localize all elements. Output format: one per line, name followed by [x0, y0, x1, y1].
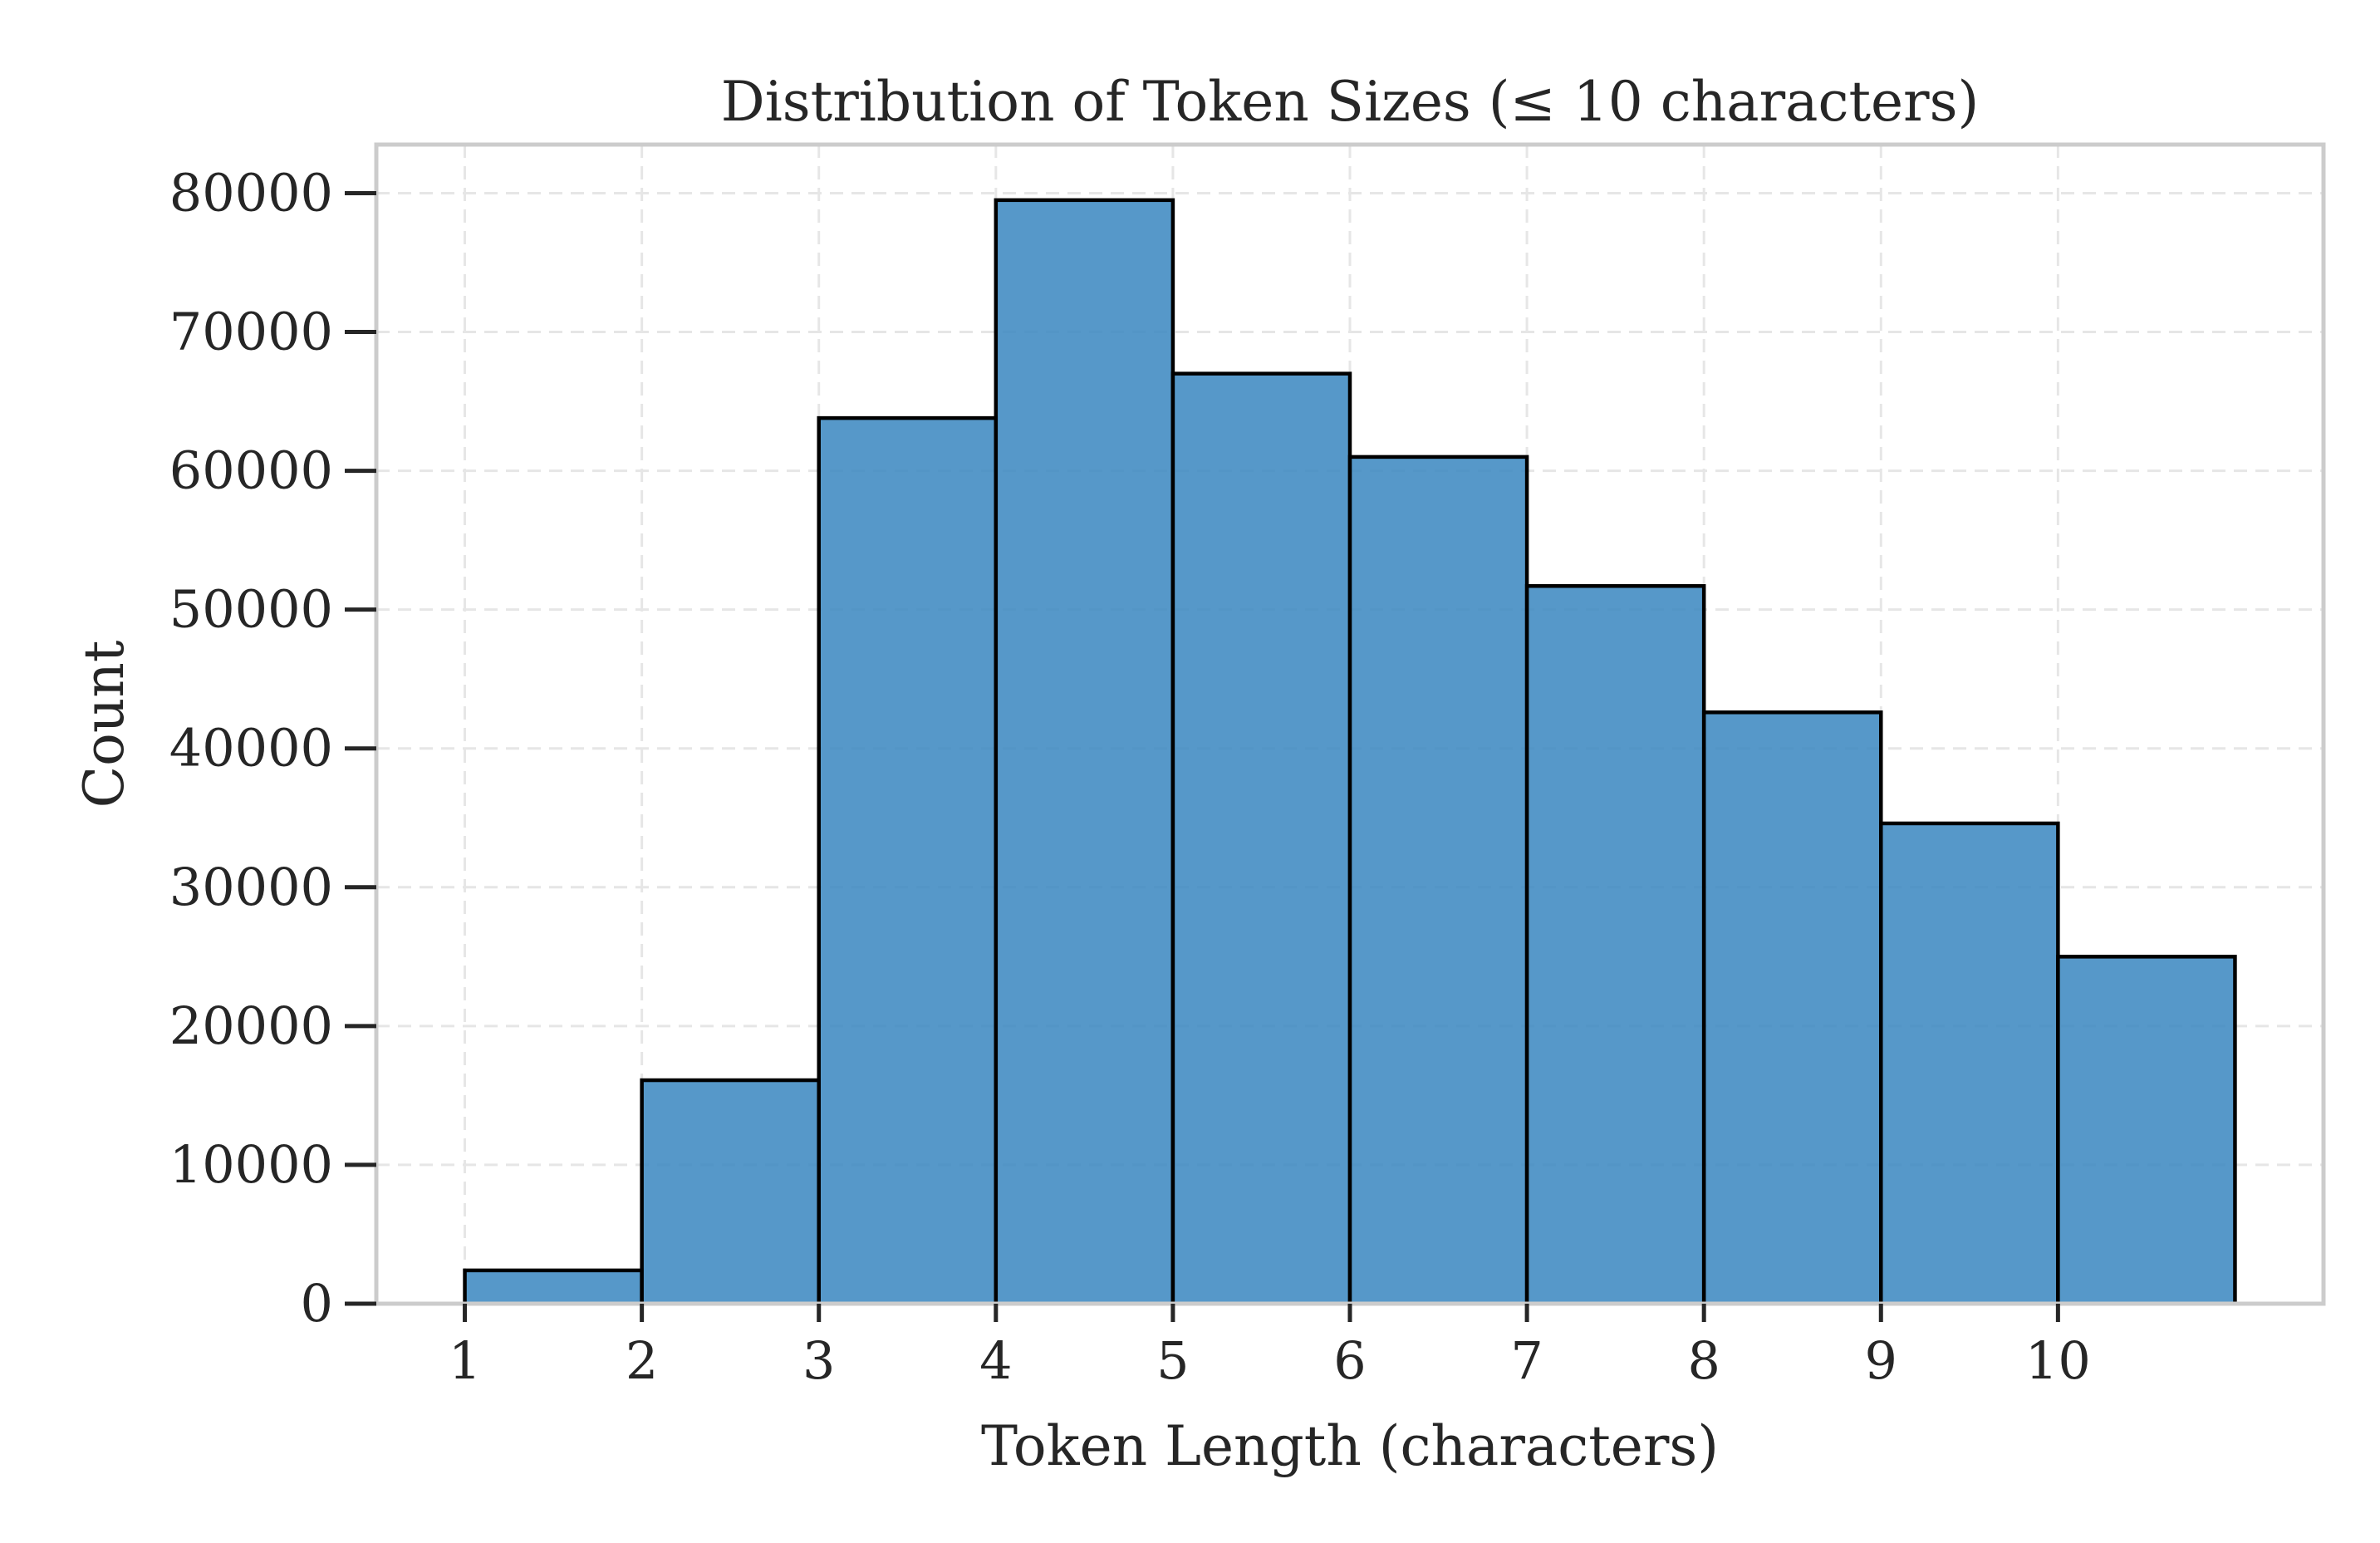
bar-layer [463, 198, 2237, 1306]
histogram-bar [1524, 584, 1706, 1306]
x-tick-label: 9 [1865, 1330, 1897, 1391]
y-tick-label: 40000 [169, 718, 333, 779]
histogram-bar [1347, 455, 1529, 1306]
y-tick-label: 20000 [169, 995, 333, 1056]
histogram-bar [1701, 710, 1883, 1306]
x-tick-label: 5 [1156, 1330, 1189, 1391]
x-axis-label: Token Length (characters) [981, 1414, 1719, 1478]
y-axis-label: Count [72, 641, 136, 808]
x-tick-label: 7 [1510, 1330, 1543, 1391]
histogram-bar [2056, 955, 2237, 1306]
x-tick-label: 10 [2025, 1330, 2091, 1391]
histogram-bar [1170, 371, 1352, 1306]
x-tick-label: 2 [626, 1330, 658, 1391]
y-tick-label: 30000 [169, 857, 333, 917]
x-tick-label: 6 [1333, 1330, 1366, 1391]
y-tick-label: 60000 [169, 440, 333, 501]
histogram-bar [640, 1078, 821, 1306]
histogram-bar [1879, 821, 2060, 1306]
y-tick-label: 10000 [169, 1134, 333, 1195]
x-tick-label: 4 [979, 1330, 1012, 1391]
y-tick-label: 0 [301, 1273, 333, 1334]
x-tick-label: 8 [1687, 1330, 1720, 1391]
histogram-bar [463, 1268, 644, 1306]
y-tick-label: 50000 [169, 579, 333, 640]
y-tick-label: 80000 [169, 162, 333, 223]
histogram-bar [817, 415, 999, 1306]
chart-title: Distribution of Token Sizes (≤ 10 charac… [721, 70, 1979, 134]
axis-layer: 1 2 3 4 5 6 7 8 9 10 0 10000 20000 30000 40000 50000 600… [169, 162, 2091, 1391]
histogram-bar [994, 198, 1175, 1306]
y-tick-label: 70000 [169, 302, 333, 362]
x-tick-label: 3 [802, 1330, 835, 1391]
x-tick-label: 1 [449, 1330, 481, 1391]
